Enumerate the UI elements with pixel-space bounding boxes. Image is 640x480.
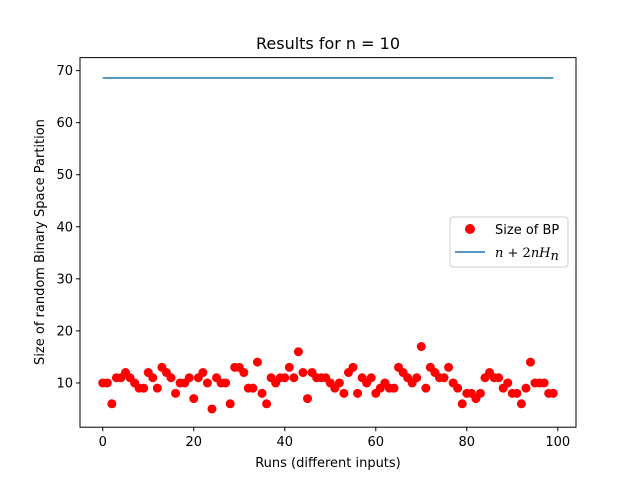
x-axis-label: Runs (different inputs) bbox=[255, 456, 401, 471]
data-point bbox=[166, 373, 176, 383]
x-tick-label: 100 bbox=[545, 435, 570, 450]
y-axis-label: Size of random Binary Space Partition bbox=[33, 119, 48, 365]
data-point bbox=[102, 378, 112, 388]
data-point bbox=[107, 399, 117, 409]
data-point bbox=[198, 368, 208, 378]
data-point bbox=[262, 399, 272, 409]
data-point bbox=[339, 388, 349, 398]
data-point bbox=[494, 373, 504, 383]
data-point bbox=[202, 378, 212, 388]
y-tick-label: 60 bbox=[56, 116, 73, 131]
legend-label-size-of-bp: Size of BP bbox=[495, 223, 559, 238]
chart-title: Results for n = 10 bbox=[256, 34, 400, 53]
data-point bbox=[189, 394, 199, 404]
data-point bbox=[539, 378, 549, 388]
data-point bbox=[421, 383, 431, 393]
data-point bbox=[148, 373, 158, 383]
data-point bbox=[257, 388, 267, 398]
data-point bbox=[303, 394, 313, 404]
data-point bbox=[252, 357, 262, 367]
data-point bbox=[525, 357, 535, 367]
data-point bbox=[298, 368, 308, 378]
y-tick-label: 10 bbox=[56, 376, 73, 391]
x-tick-label: 80 bbox=[459, 435, 476, 450]
legend-marker-size-of-bp bbox=[465, 224, 475, 234]
data-point bbox=[248, 383, 258, 393]
data-point bbox=[521, 383, 531, 393]
y-tick-label: 50 bbox=[56, 168, 73, 183]
data-point bbox=[457, 399, 467, 409]
data-point bbox=[207, 404, 217, 414]
data-point bbox=[280, 373, 290, 383]
legend-label-bound-line: n + 2nHn bbox=[495, 246, 559, 264]
y-axis: 10 20 30 40 50 60 70 bbox=[56, 64, 80, 391]
legend: Size of BP n + 2nHn bbox=[449, 216, 569, 268]
x-tick-label: 40 bbox=[276, 435, 293, 450]
y-tick-label: 70 bbox=[56, 64, 73, 79]
data-point bbox=[353, 388, 363, 398]
data-point bbox=[453, 383, 463, 393]
data-point bbox=[412, 373, 422, 383]
data-point bbox=[171, 388, 181, 398]
data-point bbox=[503, 378, 513, 388]
data-point bbox=[284, 362, 294, 372]
data-point bbox=[152, 383, 162, 393]
data-point bbox=[221, 378, 231, 388]
data-point bbox=[366, 373, 376, 383]
y-tick-label: 40 bbox=[56, 220, 73, 235]
y-tick-label: 20 bbox=[56, 324, 73, 339]
legend-box bbox=[449, 216, 569, 268]
data-point bbox=[289, 373, 299, 383]
data-point bbox=[548, 388, 558, 398]
axes-frame bbox=[79, 57, 577, 428]
plot-area bbox=[98, 77, 558, 414]
data-point bbox=[139, 383, 149, 393]
data-point bbox=[348, 362, 358, 372]
data-point bbox=[239, 368, 249, 378]
x-axis: 0 20 40 60 80 100 bbox=[99, 427, 570, 450]
data-point bbox=[475, 388, 485, 398]
data-point bbox=[439, 373, 449, 383]
x-tick-label: 60 bbox=[368, 435, 385, 450]
data-point bbox=[512, 388, 522, 398]
x-tick-label: 0 bbox=[99, 435, 107, 450]
data-point bbox=[293, 347, 303, 357]
data-point bbox=[334, 378, 344, 388]
data-point bbox=[225, 399, 235, 409]
data-point bbox=[416, 342, 426, 352]
data-point bbox=[444, 362, 454, 372]
x-tick-label: 20 bbox=[185, 435, 202, 450]
data-point bbox=[516, 399, 526, 409]
data-point bbox=[389, 383, 399, 393]
data-point bbox=[184, 373, 194, 383]
y-tick-label: 30 bbox=[56, 272, 73, 287]
